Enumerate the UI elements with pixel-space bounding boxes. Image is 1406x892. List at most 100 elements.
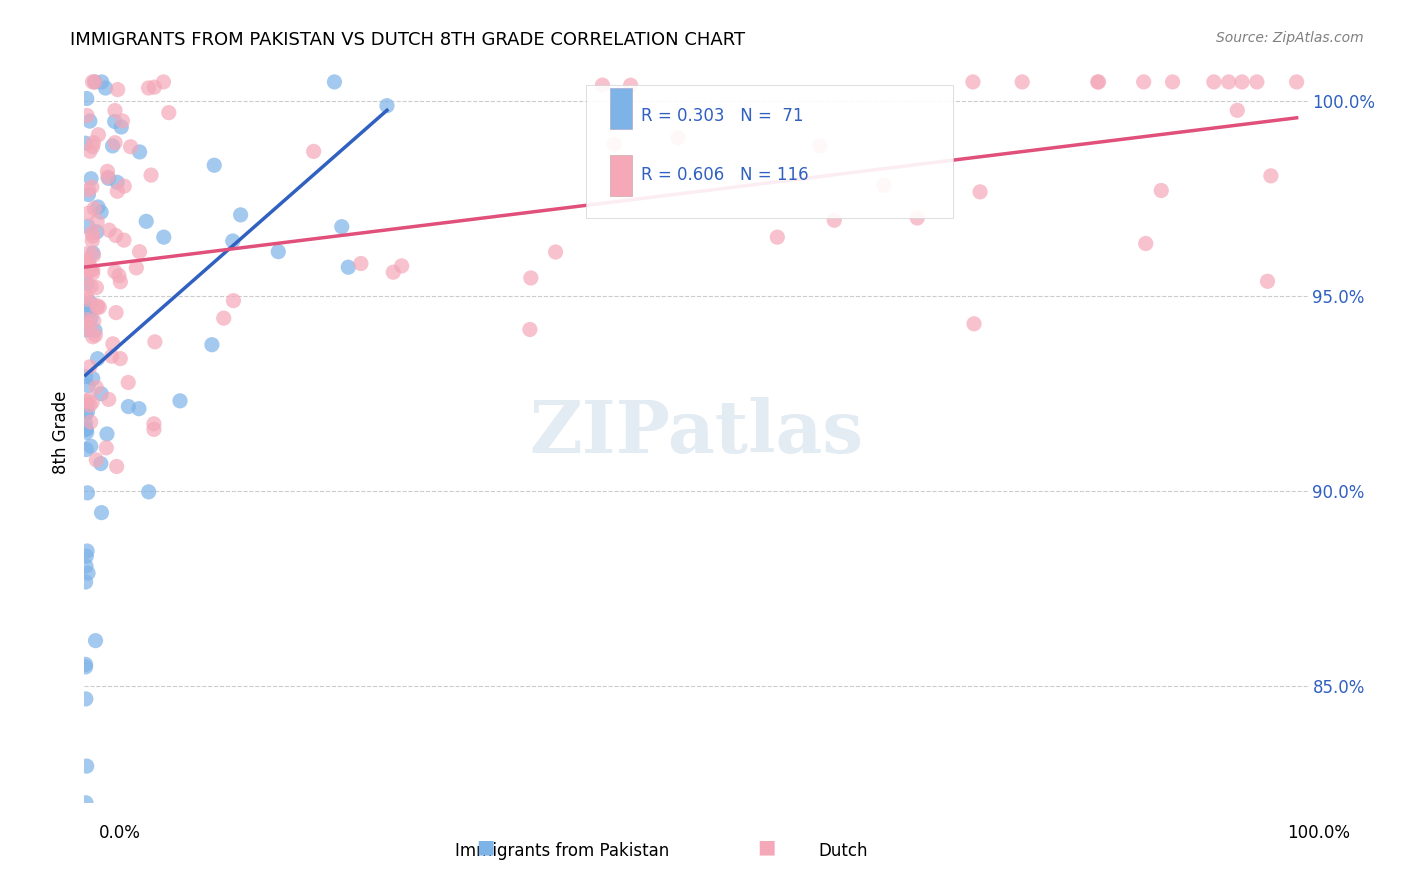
Point (79, 263, 101, 277)
Point (83, 202, 105, 216)
Point (96, 164, 118, 178)
Text: Source: ZipAtlas.com: Source: ZipAtlas.com (1216, 31, 1364, 45)
Point (77, 183, 100, 197)
Point (84, 633, 107, 648)
Point (76, 293, 98, 307)
Point (76, 289, 98, 303)
Point (97, 171, 120, 186)
Point (157, 105, 180, 120)
Text: ■: ■ (756, 838, 776, 856)
Point (75, 559, 97, 574)
Point (75, 549, 97, 564)
Point (766, 230, 789, 244)
Point (104, 114, 127, 128)
Point (375, 99, 398, 113)
Point (75, 796, 97, 810)
Point (83, 75, 105, 89)
Point (76, 312, 98, 326)
Point (76, 219, 98, 234)
Point (76, 544, 98, 558)
Point (1246, 75, 1268, 89)
Point (97, 170, 120, 185)
Point (169, 393, 191, 408)
Point (120, 140, 142, 154)
Point (84, 75, 107, 89)
Point (125, 260, 148, 275)
Point (84, 328, 107, 343)
Point (84, 323, 107, 337)
Point (142, 422, 165, 436)
Point (86, 299, 108, 313)
Text: ZIPatlas: ZIPatlas (529, 397, 863, 468)
Point (75, 442, 97, 457)
Point (76, 108, 98, 122)
Point (75, 298, 97, 312)
Point (79, 261, 101, 276)
Text: 0.0%: 0.0% (98, 824, 141, 842)
Point (143, 80, 166, 95)
Point (101, 139, 124, 153)
Point (1260, 169, 1282, 183)
Point (905, 211, 928, 225)
Point (1150, 184, 1173, 198)
Point (87, 200, 110, 214)
Point (1132, 75, 1154, 89)
Point (138, 484, 160, 499)
Point (337, 260, 360, 275)
Point (90, 457, 112, 471)
Point (94, 81, 117, 95)
Point (82, 395, 104, 409)
Point (82, 246, 104, 260)
Point (79, 295, 101, 310)
Text: IMMIGRANTS FROM PAKISTAN VS DUTCH 8TH GRADE CORRELATION CHART: IMMIGRANTS FROM PAKISTAN VS DUTCH 8TH GR… (70, 31, 745, 49)
Point (86, 214, 108, 228)
Point (77, 566, 100, 580)
Point (107, 82, 129, 96)
Point (80, 180, 103, 194)
Point (302, 145, 325, 159)
FancyBboxPatch shape (610, 155, 633, 195)
Point (75, 574, 97, 589)
Point (152, 75, 174, 89)
Point (110, 120, 132, 134)
Point (520, 271, 543, 285)
Point (108, 268, 131, 283)
Point (76, 398, 98, 412)
Point (75, 660, 97, 674)
Point (89, 300, 111, 314)
Point (112, 233, 135, 247)
Point (86, 301, 108, 315)
Point (603, 137, 626, 152)
Point (75, 394, 97, 409)
Point (1161, 75, 1184, 89)
Point (90, 506, 112, 520)
Point (79, 359, 101, 374)
Point (82, 234, 104, 248)
Point (105, 459, 128, 474)
Text: R = 0.606   N = 116: R = 0.606 N = 116 (641, 166, 808, 184)
Point (666, 131, 689, 145)
Point (104, 228, 127, 243)
Point (76, 323, 98, 337)
Point (75, 657, 97, 672)
Point (82, 229, 104, 244)
FancyBboxPatch shape (586, 85, 953, 218)
Point (75, 692, 97, 706)
Point (79, 398, 101, 412)
Point (138, 81, 160, 95)
Text: Immigrants from Pakistan: Immigrants from Pakistan (456, 842, 669, 860)
Text: R = 0.303   N =  71: R = 0.303 N = 71 (641, 107, 803, 125)
Point (112, 179, 135, 194)
Point (80, 279, 103, 293)
Point (79, 415, 101, 429)
Point (77, 256, 100, 270)
Point (97, 392, 120, 407)
Point (84, 380, 107, 394)
Point (75, 422, 97, 436)
Point (82, 330, 104, 344)
Point (79, 114, 101, 128)
Point (620, 78, 643, 93)
Point (962, 75, 984, 89)
Point (80, 226, 103, 240)
Point (104, 265, 127, 279)
